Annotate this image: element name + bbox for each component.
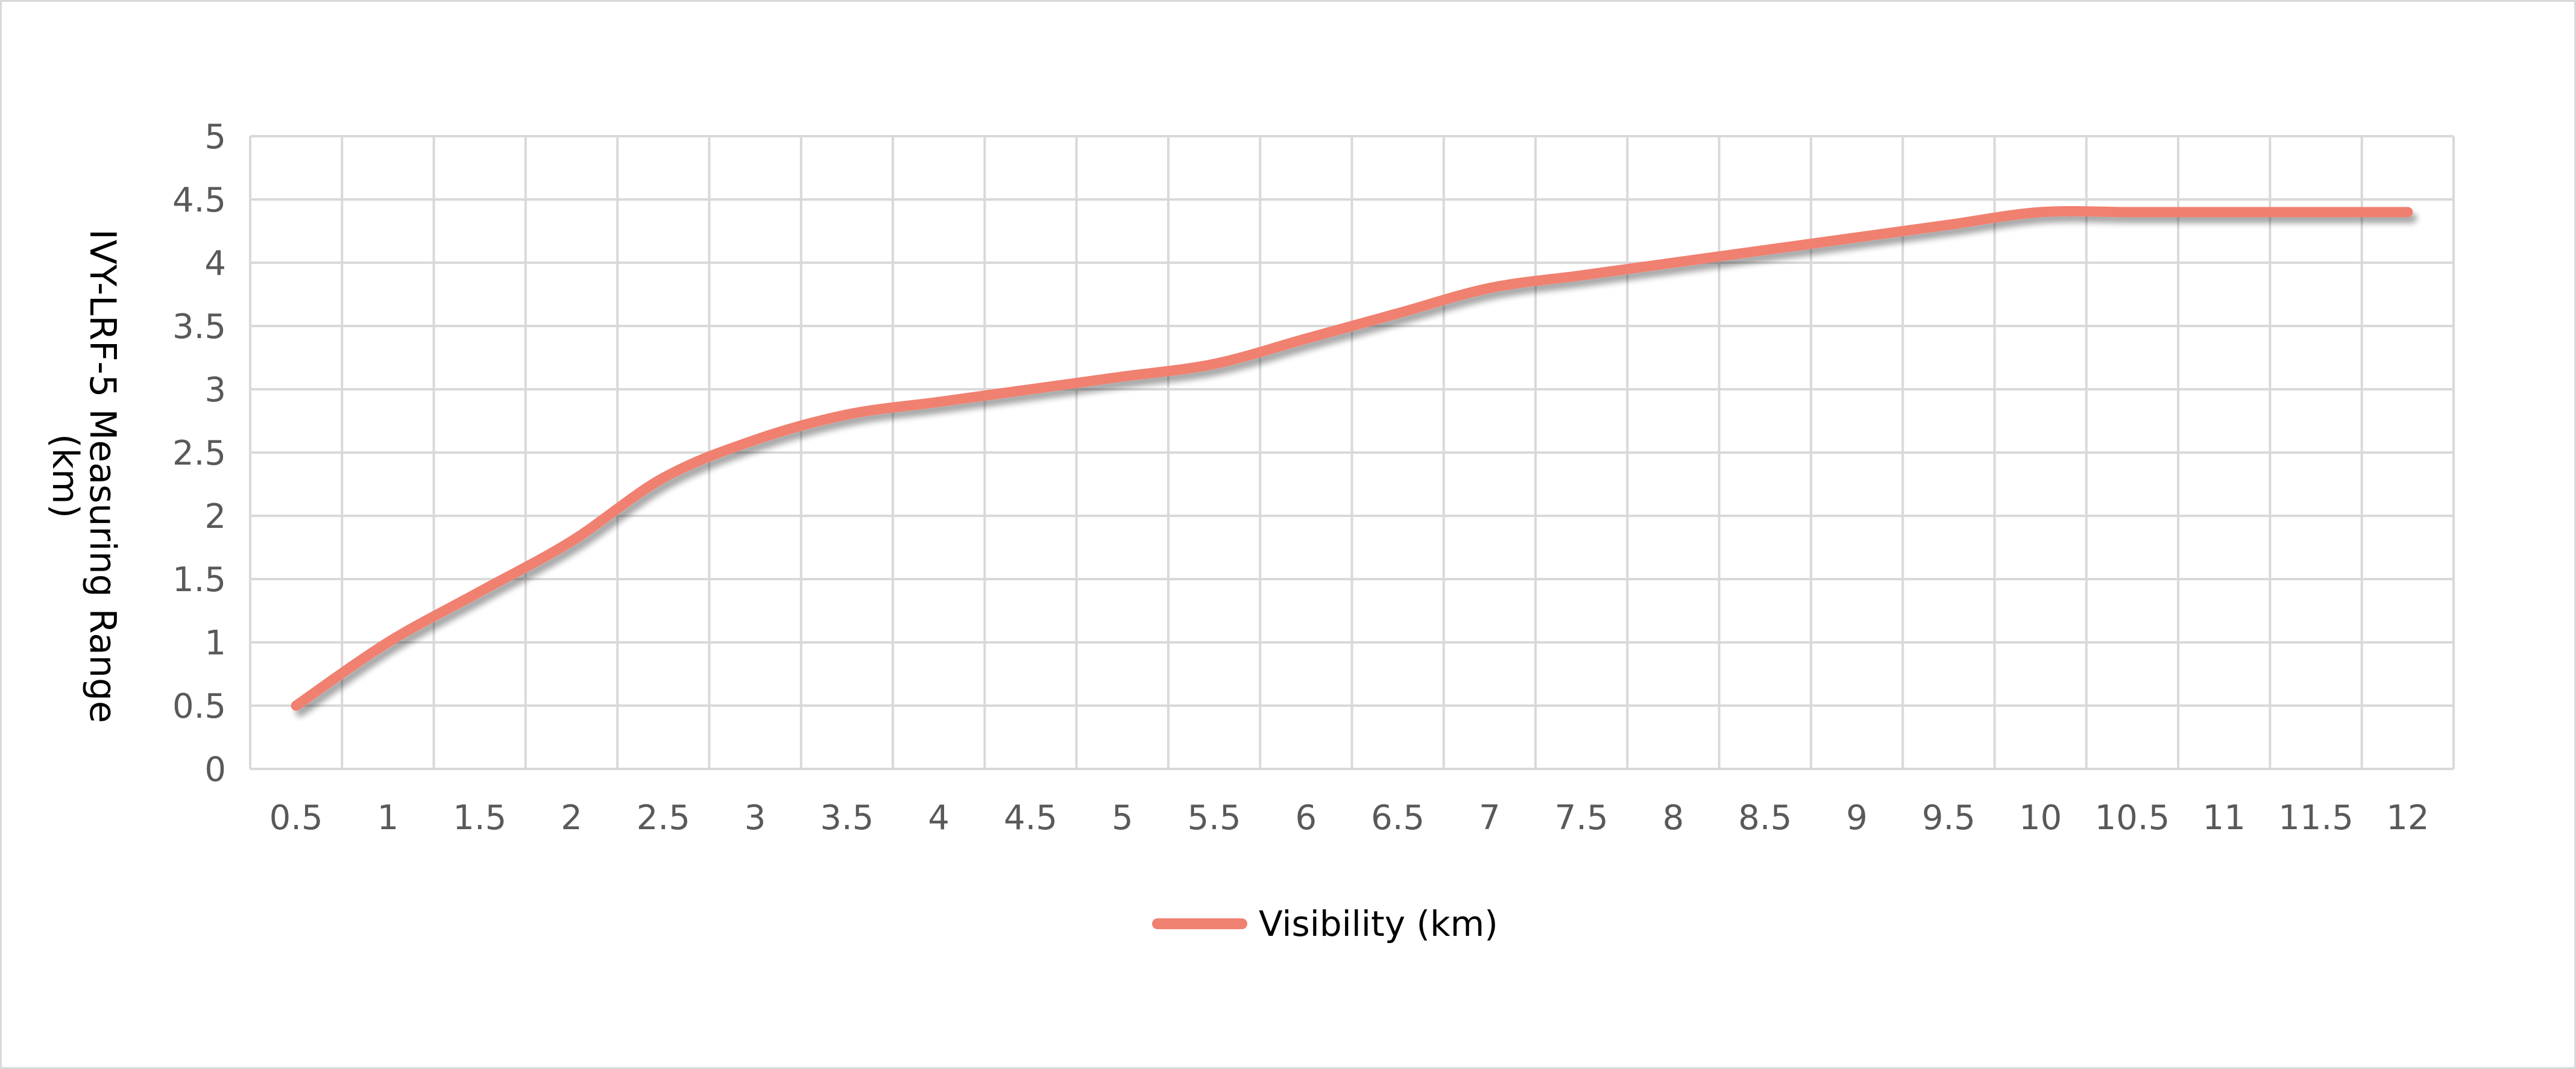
x-tick-label: 7 [1479, 798, 1501, 838]
y-axis-tick-labels: 0 0.5 1 1.5 2 2.5 3 3.5 4 4.5 5 [172, 118, 226, 789]
y-tick-label: 0 [204, 750, 226, 789]
gridlines [250, 135, 2455, 769]
x-tick-label: 2 [561, 798, 582, 838]
x-tick-label: 4 [928, 798, 949, 838]
y-tick-label: 2 [204, 497, 226, 536]
y-tick-label: 0.5 [172, 687, 226, 726]
y-tick-label: 4 [204, 244, 226, 283]
y-tick-label: 1.5 [172, 560, 226, 600]
x-tick-label: 4.5 [1004, 798, 1057, 838]
x-tick-label: 9 [1846, 798, 1868, 838]
x-tick-label: 3 [745, 798, 766, 838]
y-axis-title-line-2: (km) [44, 434, 86, 518]
x-tick-label: 5 [1112, 798, 1133, 838]
x-tick-label: 12 [2386, 798, 2429, 838]
x-tick-label: 1 [377, 798, 399, 838]
y-tick-label: 4.5 [172, 181, 226, 220]
x-tick-label: 10.5 [2095, 798, 2170, 838]
x-tick-label: 3.5 [820, 798, 874, 838]
x-tick-label: 11.5 [2278, 798, 2354, 838]
x-tick-label: 11 [2203, 798, 2246, 838]
y-tick-label: 3.5 [172, 307, 226, 346]
y-tick-label: 1 [204, 624, 226, 663]
x-tick-label: 6.5 [1371, 798, 1425, 838]
y-tick-label: 2.5 [172, 434, 226, 473]
y-axis-title-line-1: IVY-LRF-5 Measuring Range [81, 229, 124, 723]
x-tick-label: 0.5 [269, 798, 323, 838]
x-tick-label: 6 [1296, 798, 1317, 838]
series-line-visibility [291, 205, 2413, 711]
x-tick-label: 5.5 [1188, 798, 1241, 838]
x-tick-label: 8 [1663, 798, 1684, 838]
legend-label: Visibility (km) [1259, 903, 1498, 944]
axes [249, 136, 2454, 770]
y-tick-label: 3 [204, 371, 226, 410]
legend: Visibility (km) [1152, 903, 1498, 944]
x-tick-label: 7.5 [1555, 798, 1608, 838]
x-axis-tick-labels: 0.5 1 1.5 2 2.5 3 3.5 4 4.5 5 5.5 6 6.5 7 7.5 8 8.5 9 9.5 1… [269, 798, 2430, 838]
x-tick-label: 8.5 [1738, 798, 1792, 838]
series-lines [291, 205, 2413, 711]
y-axis-title: IVY-LRF-5 Measuring Range (km) [44, 229, 124, 723]
x-tick-label: 2.5 [637, 798, 690, 838]
y-tick-label: 5 [204, 118, 226, 157]
x-tick-label: 9.5 [1922, 798, 1976, 838]
x-tick-label: 1.5 [453, 798, 506, 838]
x-tick-label: 10 [2019, 798, 2062, 838]
